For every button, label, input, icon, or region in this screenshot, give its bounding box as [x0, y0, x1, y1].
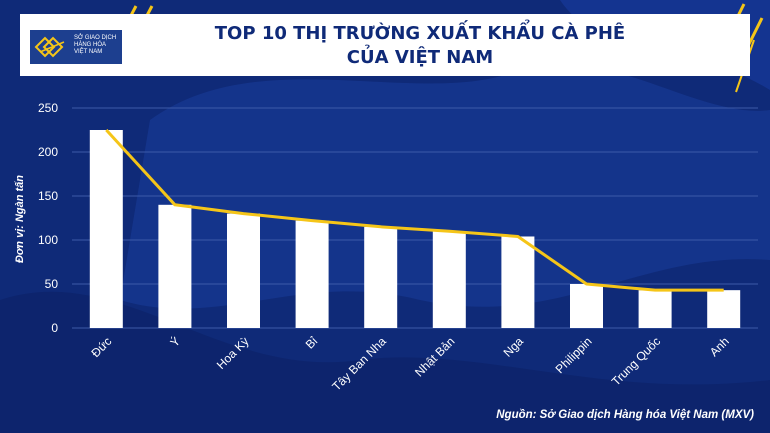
x-tick-label: Anh: [707, 334, 732, 359]
y-tick-label: 250: [38, 101, 58, 115]
y-tick-label: 100: [38, 233, 58, 247]
page-title: TOP 10 THỊ TRƯỜNG XUẤT KHẨU CÀ PHÊ CỦA V…: [150, 22, 690, 70]
bar: [227, 213, 260, 328]
logo-text: SỞ GIAO DỊCH HÀNG HÓA VIỆT NAM: [74, 35, 122, 56]
logo-text-line: SỞ GIAO DỊCH: [74, 35, 117, 41]
bar: [501, 236, 535, 328]
source-note: Nguồn: Sở Giao dịch Hàng hóa Việt Nam (M…: [496, 409, 754, 421]
x-tick-label: Nhật Bản: [412, 334, 457, 379]
x-tick-label: Philippin: [553, 334, 595, 376]
x-tick-label: Hoa Kỳ: [214, 334, 252, 372]
title-line-2: CỦA VIỆT NAM: [346, 47, 494, 68]
bar: [364, 226, 398, 328]
x-tick-label: Đức: [88, 334, 114, 360]
y-tick-label: 50: [45, 277, 59, 291]
bar: [89, 130, 123, 328]
y-tick-label: 0: [51, 321, 58, 335]
x-tick-label: Ý: [167, 334, 183, 350]
bar: [638, 290, 672, 328]
bar: [158, 204, 192, 328]
bar: [432, 231, 466, 328]
bar: [570, 284, 603, 328]
logo-text-line: VIỆT NAM: [74, 49, 103, 55]
trend-line: [105, 128, 724, 292]
x-tick-label: Bỉ: [303, 334, 321, 352]
x-tick-label: Trung Quốc: [609, 334, 663, 388]
x-tick-label: Tây Ban Nha: [329, 334, 389, 394]
logo-mark-icon: [34, 36, 65, 58]
y-tick-label: 150: [38, 189, 58, 203]
logo-text-line: HÀNG HÓA: [74, 42, 107, 48]
x-tick-label: Nga: [501, 334, 527, 360]
title-line-1: TOP 10 THỊ TRƯỜNG XUẤT KHẨU CÀ PHÊ: [214, 23, 626, 44]
exchange-logo: SỞ GIAO DỊCH HÀNG HÓA VIỆT NAM: [30, 30, 122, 64]
bar: [707, 290, 741, 328]
title-banner: [20, 14, 750, 76]
bar: [295, 220, 329, 328]
y-tick-label: 200: [38, 145, 58, 159]
